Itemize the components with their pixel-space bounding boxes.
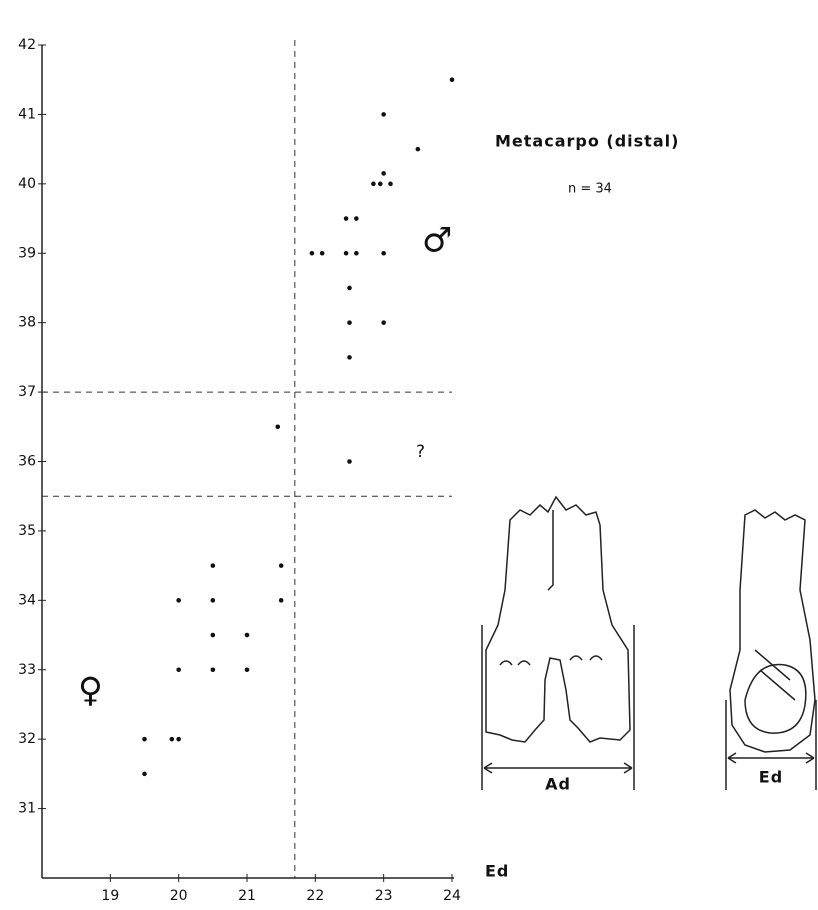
- data-point: [319, 250, 325, 256]
- y-tick-label: 38: [18, 315, 36, 331]
- data-point: [176, 598, 181, 603]
- diagram-label: Ad: [545, 775, 571, 794]
- data-point: [176, 667, 181, 673]
- data-point: [278, 563, 284, 568]
- data-point: [142, 736, 147, 742]
- x-tick-label: 21: [238, 888, 256, 904]
- data-point: [354, 216, 359, 221]
- y-tick-label: 36: [18, 454, 36, 470]
- data-point: [244, 632, 250, 638]
- data-point: [381, 320, 386, 325]
- data-point: [377, 181, 383, 187]
- data-point: [371, 181, 376, 187]
- y-tick-label: 34: [18, 592, 36, 608]
- y-tick-label: 33: [18, 662, 36, 678]
- data-point: [244, 667, 250, 673]
- y-tick-label: 31: [18, 801, 36, 817]
- y-tick-label: 40: [18, 176, 36, 192]
- data-point: [309, 250, 315, 256]
- bone-front-drawing: [481, 495, 635, 790]
- data-point: [449, 77, 455, 83]
- data-point: [343, 216, 349, 221]
- data-point: [210, 632, 216, 638]
- data-point: [210, 563, 216, 568]
- annotation: ?: [416, 442, 425, 462]
- y-tick-label: 41: [18, 106, 36, 122]
- data-point: [415, 146, 421, 152]
- chart-title: Metacarpo (distal): [495, 132, 679, 151]
- x-tick-label: 24: [443, 888, 461, 904]
- data-point: [381, 171, 386, 176]
- y-tick-label: 42: [18, 37, 36, 53]
- data-point: [142, 771, 147, 777]
- y-tick-label: 35: [18, 523, 36, 539]
- x-tick-label: 20: [170, 888, 188, 904]
- data-point: [347, 459, 352, 464]
- y-tick-label: 32: [18, 731, 36, 747]
- chart-subtitle: n = 34: [568, 182, 612, 197]
- x-tick-label: 23: [375, 888, 393, 904]
- data-point: [347, 285, 352, 291]
- male-symbol: ♂: [422, 221, 452, 261]
- x-tick-label: 22: [306, 888, 324, 904]
- y-tick-label: 39: [18, 245, 36, 261]
- bone-side-drawing: [725, 509, 817, 790]
- x-axis-label: Ed: [485, 862, 509, 881]
- data-point: [176, 736, 181, 742]
- data-point: [275, 424, 281, 430]
- x-tick-label: 19: [101, 888, 119, 904]
- data-point: [388, 181, 393, 187]
- data-point: [169, 736, 175, 742]
- y-tick-label: 37: [18, 384, 36, 400]
- data-point: [343, 250, 349, 256]
- female-symbol: ♀: [78, 671, 103, 711]
- data-point: [381, 112, 386, 117]
- data-point: [210, 598, 216, 603]
- data-point: [278, 598, 284, 603]
- data-point: [347, 320, 352, 325]
- data-point: [354, 250, 359, 256]
- data-point: [210, 667, 216, 673]
- data-point: [347, 355, 352, 360]
- diagram-label: Ed: [759, 768, 783, 787]
- data-point: [381, 250, 386, 256]
